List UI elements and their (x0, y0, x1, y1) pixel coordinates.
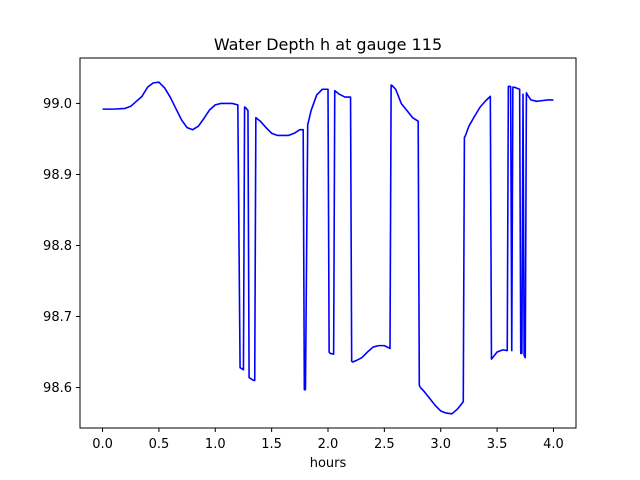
x-axis-label: hours (310, 456, 347, 471)
chart-title: Water Depth h at gauge 115 (214, 35, 442, 54)
y-tick-label: 98.6 (43, 381, 72, 396)
x-axis: 0.0 0.5 1.0 1.5 2.0 2.5 3.0 3.5 4.0 (92, 428, 564, 452)
y-tick-label: 98.9 (43, 168, 72, 183)
y-tick-label: 99.0 (43, 97, 72, 112)
x-tick-label: 2.5 (374, 437, 395, 452)
series-line-water-depth (102, 81, 554, 415)
x-tick-label: 4.0 (543, 437, 564, 452)
x-tick-label: 0.5 (149, 437, 170, 452)
x-tick-label: 0.0 (92, 437, 113, 452)
x-tick-label: 1.0 (205, 437, 226, 452)
y-tick-label: 98.8 (43, 239, 72, 254)
x-tick-label: 3.5 (487, 437, 508, 452)
x-tick-label: 1.5 (261, 437, 282, 452)
y-axis: 98.6 98.7 98.8 98.9 99.0 (43, 97, 80, 396)
y-tick-label: 98.7 (43, 310, 72, 325)
series-layer (102, 81, 554, 415)
x-tick-label: 3.0 (430, 437, 451, 452)
x-tick-label: 2.0 (318, 437, 339, 452)
